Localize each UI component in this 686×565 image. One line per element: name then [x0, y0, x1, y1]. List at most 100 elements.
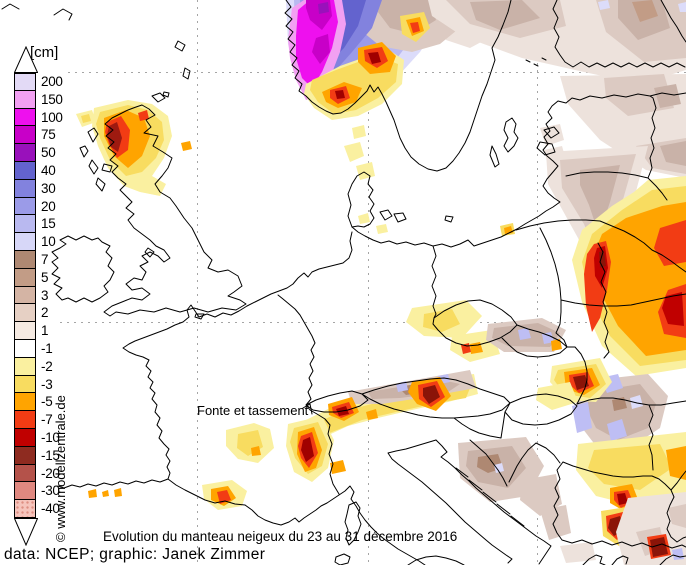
finland-coast [552, 0, 686, 68]
british-isles-islands [79, 91, 205, 320]
legend-entry: 15 [14, 215, 63, 234]
east-europe-melt-zone [546, 146, 686, 376]
legend-entry: -2 [14, 357, 63, 376]
legend-swatch [14, 446, 36, 465]
legend-entry: -7 [14, 411, 63, 429]
legend-value-label: 3 [41, 287, 49, 303]
greece-coast [582, 554, 686, 565]
legend-value-label: 40 [41, 162, 56, 178]
legend-swatch [14, 233, 36, 251]
legend-entry: 20 [14, 197, 63, 216]
legend-entry: 150 [14, 90, 63, 109]
legend-swatch [14, 464, 36, 483]
legend-value-label: 20 [41, 198, 56, 214]
legend-entry: 3 [14, 286, 63, 305]
legend-value-label: -1 [41, 340, 53, 356]
norway-melt-spots [304, 0, 470, 180]
legend-swatch [14, 215, 36, 234]
legend-unit-label: [cm] [30, 44, 59, 61]
legend-swatch [14, 304, 36, 323]
balkans-settling [458, 437, 571, 540]
north-sea-coast [246, 231, 353, 307]
legend-entry: 7 [14, 250, 63, 269]
legend-value-label: 10 [41, 234, 56, 250]
legend-swatch [14, 428, 36, 447]
legend-value-label: 2 [41, 305, 49, 321]
mediterranean-coast [244, 485, 426, 565]
mediterranean-islands [334, 501, 465, 565]
ireland-coast [51, 235, 115, 303]
legend-value-label: 15 [41, 216, 56, 232]
legend-entry: -5 [14, 393, 63, 412]
gotland-oland [489, 117, 560, 168]
pyrenees-border [167, 478, 246, 506]
legend-entry: -20 [14, 464, 63, 483]
legend-value-label: -10 [41, 429, 60, 445]
legend-entry: -30 [14, 482, 63, 501]
legend-swatch [14, 500, 36, 518]
legend-entry: -10 [14, 428, 63, 447]
legend-swatch [14, 197, 36, 216]
czech-border [432, 299, 518, 347]
bulgaria-borders [552, 461, 686, 549]
great-britain-coast [103, 104, 247, 317]
adriatic-islands [455, 467, 525, 527]
switzerland-border [305, 390, 369, 413]
legend-swatch [14, 411, 36, 429]
credit-line: data: NCEP; graphic: Janek Zimmer [4, 546, 266, 563]
legend-arrow-up-icon [14, 46, 38, 73]
annotation-leader-mark [302, 403, 313, 415]
legend-swatch [14, 268, 36, 287]
legend-cells: 200 150 100 75 50 40 30 20 15 10 7 5 3 2 1 -1 -2 -3 -5 -7 -1… [14, 73, 63, 518]
map-annotation-fonte: Fonte et tassement [197, 403, 309, 418]
legend-value-label: 30 [41, 180, 56, 196]
legend-swatch [14, 357, 36, 376]
france-east-border [277, 294, 340, 495]
alps-melt-chain [286, 370, 478, 482]
romania-borders [566, 346, 686, 471]
legend-entry: -15 [14, 446, 63, 465]
legend-entry: 200 [14, 73, 63, 91]
legend-value-label: 200 [41, 74, 63, 89]
legend-swatch [14, 126, 36, 145]
east-borders [515, 0, 686, 359]
legend-arrow-down-icon [14, 517, 38, 546]
legend-value-label: 150 [41, 91, 63, 107]
legend-value-label: 5 [41, 269, 49, 285]
germany-poland-border [431, 245, 437, 319]
france-coast [122, 304, 248, 480]
legend-value-label: 1 [41, 323, 49, 339]
legend-swatch [14, 179, 36, 198]
legend-value-label: 50 [41, 145, 56, 161]
austria-border [361, 377, 511, 419]
legend-value-label: -20 [41, 465, 60, 481]
legend-swatch [14, 108, 36, 127]
legend-value-label: 100 [41, 109, 63, 125]
central-europe-patches [358, 213, 578, 410]
legend-swatch [14, 393, 36, 412]
croatia-coast [435, 439, 552, 565]
legend-swatch [14, 482, 36, 501]
map-caption: Evolution du manteau neigeux du 23 au 31… [103, 529, 458, 544]
legend-swatch [14, 144, 36, 162]
legend-swatch [14, 73, 36, 91]
legend-value-label: -3 [41, 376, 53, 392]
legend-entry: 75 [14, 126, 63, 145]
slovakia-border [501, 324, 568, 358]
legend-value-label: 75 [41, 127, 56, 143]
legend-entry: 2 [14, 304, 63, 323]
legend-swatch [14, 90, 36, 109]
stockholm-archipelago [525, 57, 547, 67]
france-south-spots [88, 423, 274, 510]
legend-value-label: -30 [41, 483, 60, 499]
northwest-island-fragments [1, 3, 191, 80]
legend-entry: 100 [14, 108, 63, 127]
balkan-inner-borders [453, 411, 561, 487]
legend-swatch [14, 250, 36, 269]
legend-entry: 1 [14, 322, 63, 340]
legend-value-label: -15 [41, 447, 60, 463]
spain-north-coast [57, 478, 169, 489]
legend-swatch [14, 161, 36, 180]
